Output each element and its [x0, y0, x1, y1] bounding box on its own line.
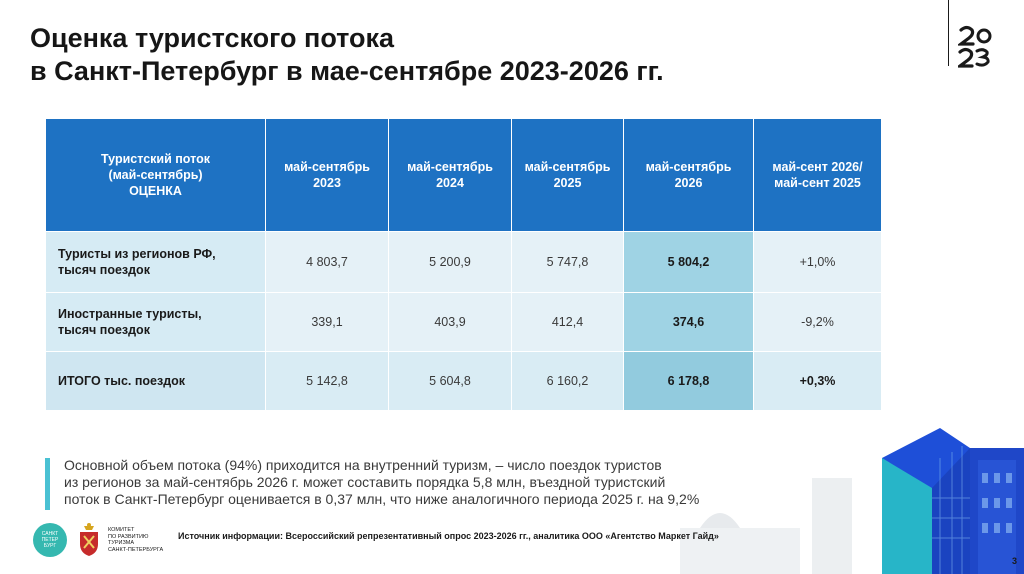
cell-2023: 4 803,7 — [265, 231, 389, 293]
row-label-line-1: ИТОГО тыс. поездок — [58, 374, 186, 388]
slide-title: Оценка туристского потока в Санкт-Петерб… — [30, 22, 664, 88]
committee-line-2: ПО РАЗВИТИЮ — [108, 533, 149, 540]
slide-title-line-2: в Санкт-Петербург в мае-сентябре 2023-20… — [30, 56, 664, 86]
source-note: Источник информации: Всероссийский репре… — [178, 531, 719, 541]
committee-line-3: ТУРИЗМА — [108, 540, 135, 546]
spb-logo-line-3: БУРГ — [43, 543, 57, 549]
row-label-line-1: Иностранные туристы, — [58, 307, 202, 321]
cell-change: +1,0% — [753, 231, 882, 293]
logo-2023-icon — [958, 25, 992, 68]
table-row-total: ИТОГО тыс. поездок 5 142,8 5 604,8 6 160… — [45, 351, 882, 411]
summary-note-line-3: поток в Санкт-Петербург оценивается в 0,… — [64, 491, 700, 507]
summary-note: Основной объем потока (94%) приходится н… — [64, 457, 854, 508]
tourist-flow-table: Туристский поток (май-сентябрь) ОЦЕНКА м… — [45, 118, 882, 411]
cell-change: -9,2% — [753, 292, 882, 352]
logo-divider — [948, 0, 949, 66]
header-2026: май-сентябрь 2026 — [623, 118, 754, 232]
cell-2026: 5 804,2 — [623, 231, 754, 293]
committee-label: КОМИТЕТ ПО РАЗВИТИЮ ТУРИЗМА САНКТ-ПЕТЕРБ… — [108, 527, 163, 553]
cell-2025: 5 747,8 — [511, 231, 624, 293]
row-label-line-2: тысяч поездок — [58, 323, 150, 337]
city-illustration — [680, 428, 1024, 574]
header-2025: май-сентябрь 2025 — [511, 118, 624, 232]
cell-2024: 5 604,8 — [388, 351, 512, 411]
cell-2026: 374,6 — [623, 292, 754, 352]
cell-2025: 6 160,2 — [511, 351, 624, 411]
header-indicator: Туристский поток (май-сентябрь) ОЦЕНКА — [45, 118, 266, 232]
page-number: 3 — [1012, 556, 1018, 566]
note-accent-bar — [45, 458, 50, 510]
table-row: Иностранные туристы, тысяч поездок 339,1… — [45, 292, 882, 352]
table-row: Туристы из регионов РФ, тысяч поездок 4 … — [45, 231, 882, 293]
table-header-row: Туристский поток (май-сентябрь) ОЦЕНКА м… — [45, 118, 882, 232]
cell-2023: 339,1 — [265, 292, 389, 352]
committee-line-4: САНКТ-ПЕТЕРБУРГА — [108, 546, 164, 553]
cell-2024: 5 200,9 — [388, 231, 512, 293]
spb-logo-line-2: ПЕТЕР — [41, 537, 59, 543]
summary-note-line-1: Основной объем потока (94%) приходится н… — [64, 457, 662, 473]
header-indicator-line-3: ОЦЕНКА — [129, 184, 182, 198]
spb-logo-line-1: САНКТ — [41, 531, 59, 537]
cell-2026: 6 178,8 — [623, 351, 754, 411]
cell-2023: 5 142,8 — [265, 351, 389, 411]
cell-2024: 403,9 — [388, 292, 512, 352]
row-label: Иностранные туристы, тысяч поездок — [45, 292, 266, 352]
row-label: ИТОГО тыс. поездок — [45, 351, 266, 411]
header-2024: май-сентябрь 2024 — [388, 118, 512, 232]
row-label-line-1: Туристы из регионов РФ, — [58, 247, 216, 261]
cell-2025: 412,4 — [511, 292, 624, 352]
committee-line-1: КОМИТЕТ — [108, 527, 135, 533]
row-label-line-2: тысяч поездок — [58, 263, 150, 277]
coat-of-arms-icon — [80, 523, 98, 556]
header-2023: май-сентябрь 2023 — [265, 118, 389, 232]
cell-change: +0,3% — [753, 351, 882, 411]
header-indicator-line-2: (май-сентябрь) — [108, 168, 203, 182]
summary-note-line-2: из регионов за май-сентябрь 2026 г. може… — [64, 474, 666, 490]
row-label: Туристы из регионов РФ, тысяч поездок — [45, 231, 266, 293]
slide-title-line-1: Оценка туристского потока — [30, 23, 395, 53]
spb-tourism-logo: САНКТ ПЕТЕР БУРГ — [33, 523, 67, 557]
header-change: май-сент 2026/ май-сент 2025 — [753, 118, 882, 232]
header-indicator-line-1: Туристский поток — [101, 152, 210, 166]
